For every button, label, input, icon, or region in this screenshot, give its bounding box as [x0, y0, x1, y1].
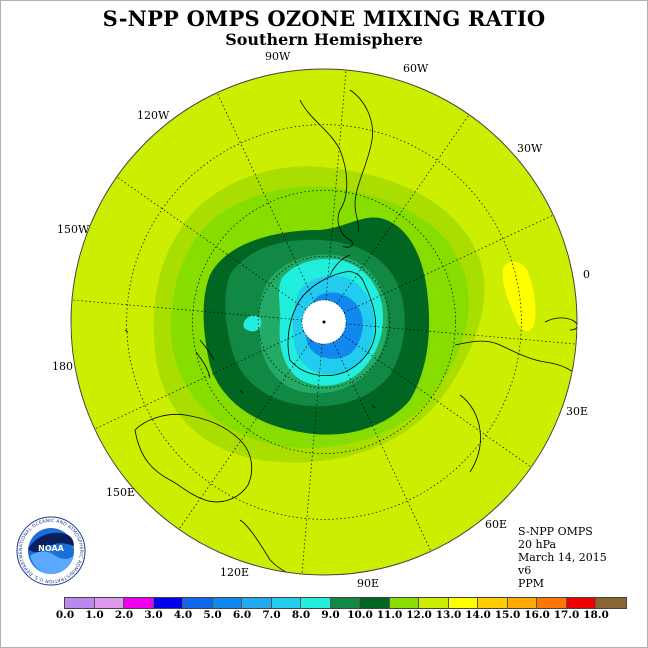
contour-patch-8	[243, 315, 262, 332]
colorbar-tick-label: 11.0	[376, 609, 403, 621]
colorbar-swatch	[537, 598, 567, 608]
meridian-line	[301, 343, 323, 575]
colorbar-tick-label: 15.0	[494, 609, 521, 621]
colorbar-tick-label: 10.0	[347, 609, 373, 621]
meridian-line	[71, 299, 303, 321]
coastline-south-america-east	[349, 89, 373, 233]
coastline-south-america	[299, 99, 353, 248]
coastline-indian-islands	[124, 329, 376, 409]
colorbar-swatch	[448, 598, 478, 608]
latitude-circle	[257, 255, 391, 389]
coastline-antarctic-peninsula	[329, 254, 351, 276]
colorbar-swatch	[94, 598, 124, 608]
coastline-tasmania	[239, 519, 323, 575]
noaa-logo: NATIONAL OCEANIC AND ATMOSPHERIC ADMINIS…	[16, 516, 86, 586]
logo-text: NOAA	[38, 544, 64, 553]
pole-ring	[301, 299, 347, 345]
yellow-patch	[502, 261, 536, 332]
graticule	[71, 69, 577, 575]
colorbar-swatch	[507, 598, 537, 608]
meridian-line	[216, 92, 316, 303]
info-date: March 14, 2015	[518, 551, 607, 564]
info-level: 20 hPa	[518, 538, 557, 551]
colorbar-swatch	[212, 598, 242, 608]
colorbar-swatch	[124, 598, 154, 608]
meridian-line	[345, 323, 577, 345]
meridian-line	[94, 330, 305, 430]
map-title: S-NPP OMPS OZONE MIXING RATIO	[102, 6, 546, 31]
lon-label-90e: 90E	[357, 577, 380, 590]
colorbar-swatch	[271, 598, 301, 608]
colorbar-tick-label: 8.0	[291, 609, 311, 621]
colorbar-tick-label: 1.0	[85, 609, 104, 621]
coastline-madagascar	[544, 317, 577, 331]
info-instrument: S-NPP OMPS	[518, 525, 593, 538]
colorbar-swatch	[566, 598, 596, 608]
coastline-africa-south	[459, 394, 481, 473]
colorbar-swatch	[153, 598, 183, 608]
colorbar-labels: 0.0 1.0 2.0 3.0 4.0 5.0 6.0 7.0 8.0 9.0 10.0 11.0 12…	[0, 609, 648, 623]
colorbar-tick-label: 13.0	[435, 609, 462, 621]
colorbar-swatch	[360, 598, 390, 608]
lon-label-120e: 120E	[220, 566, 250, 579]
ozone-field	[71, 69, 577, 575]
lon-label-90w: 90W	[265, 50, 291, 63]
info-version: v6	[518, 564, 532, 577]
lon-label-30w: 30W	[517, 142, 543, 155]
south-pole-marker	[322, 320, 326, 324]
map-subtitle: Southern Hemisphere	[225, 30, 423, 49]
lon-label-150e: 150E	[106, 486, 136, 499]
colorbar-swatch	[419, 598, 449, 608]
lon-label-0: 0	[583, 268, 590, 281]
colorbar-swatch	[478, 598, 508, 608]
colorbar-tick-label: 2.0	[114, 609, 134, 621]
latitude-circle	[192, 190, 456, 454]
product-info: S-NPP OMPS 20 hPa March 14, 2015 v6 PPM	[518, 525, 607, 590]
colorbar-swatch	[301, 598, 331, 608]
colorbar-swatch	[596, 598, 626, 608]
colorbar-tick-label: 7.0	[262, 609, 281, 621]
colorbar-tick-label: 16.0	[524, 609, 550, 621]
lon-label-60w: 60W	[403, 62, 429, 75]
colorbar-swatch	[65, 598, 95, 608]
map-boundary	[70, 68, 578, 576]
colorbar	[64, 597, 627, 609]
lon-label-150w: 150W	[57, 223, 90, 236]
colorbar-tick-label: 6.0	[232, 609, 252, 621]
meridian-line	[325, 69, 347, 301]
colorbar-tick-label: 5.0	[203, 609, 222, 621]
lon-label-30e: 30E	[566, 405, 589, 418]
meridian-line	[343, 214, 554, 314]
lon-label-120w: 120W	[137, 109, 170, 122]
colorbar-tick-label: 0.0	[55, 609, 75, 621]
colorbar-swatch	[330, 598, 360, 608]
colorbar-tick-label: 12.0	[406, 609, 432, 621]
coastlines	[124, 89, 577, 575]
lon-label-180: 180	[52, 360, 73, 373]
info-units: PPM	[518, 577, 545, 590]
colorbar-tick-label: 18.0	[583, 609, 609, 621]
coastline-australia	[134, 413, 253, 503]
meridian-line	[178, 339, 312, 530]
meridian-line	[336, 114, 470, 305]
meridian-line	[116, 176, 307, 310]
coastline-antarctica	[287, 271, 377, 376]
colorbar-swatch	[183, 598, 213, 608]
colorbar-tick-label: 9.0	[321, 609, 340, 621]
latitude-circle	[126, 124, 522, 520]
colorbar-swatch	[242, 598, 272, 608]
meridian-line	[341, 334, 532, 468]
meridian-line	[332, 341, 432, 552]
colorbar-tick-label: 14.0	[465, 609, 491, 621]
colorbar-tick-label: 17.0	[553, 609, 580, 621]
colorbar-tick-label: 4.0	[173, 609, 193, 621]
lon-label-60e: 60E	[485, 518, 508, 531]
coastline-africa	[454, 340, 577, 381]
colorbar-swatch	[389, 598, 419, 608]
colorbar-tick-label: 3.0	[144, 609, 163, 621]
